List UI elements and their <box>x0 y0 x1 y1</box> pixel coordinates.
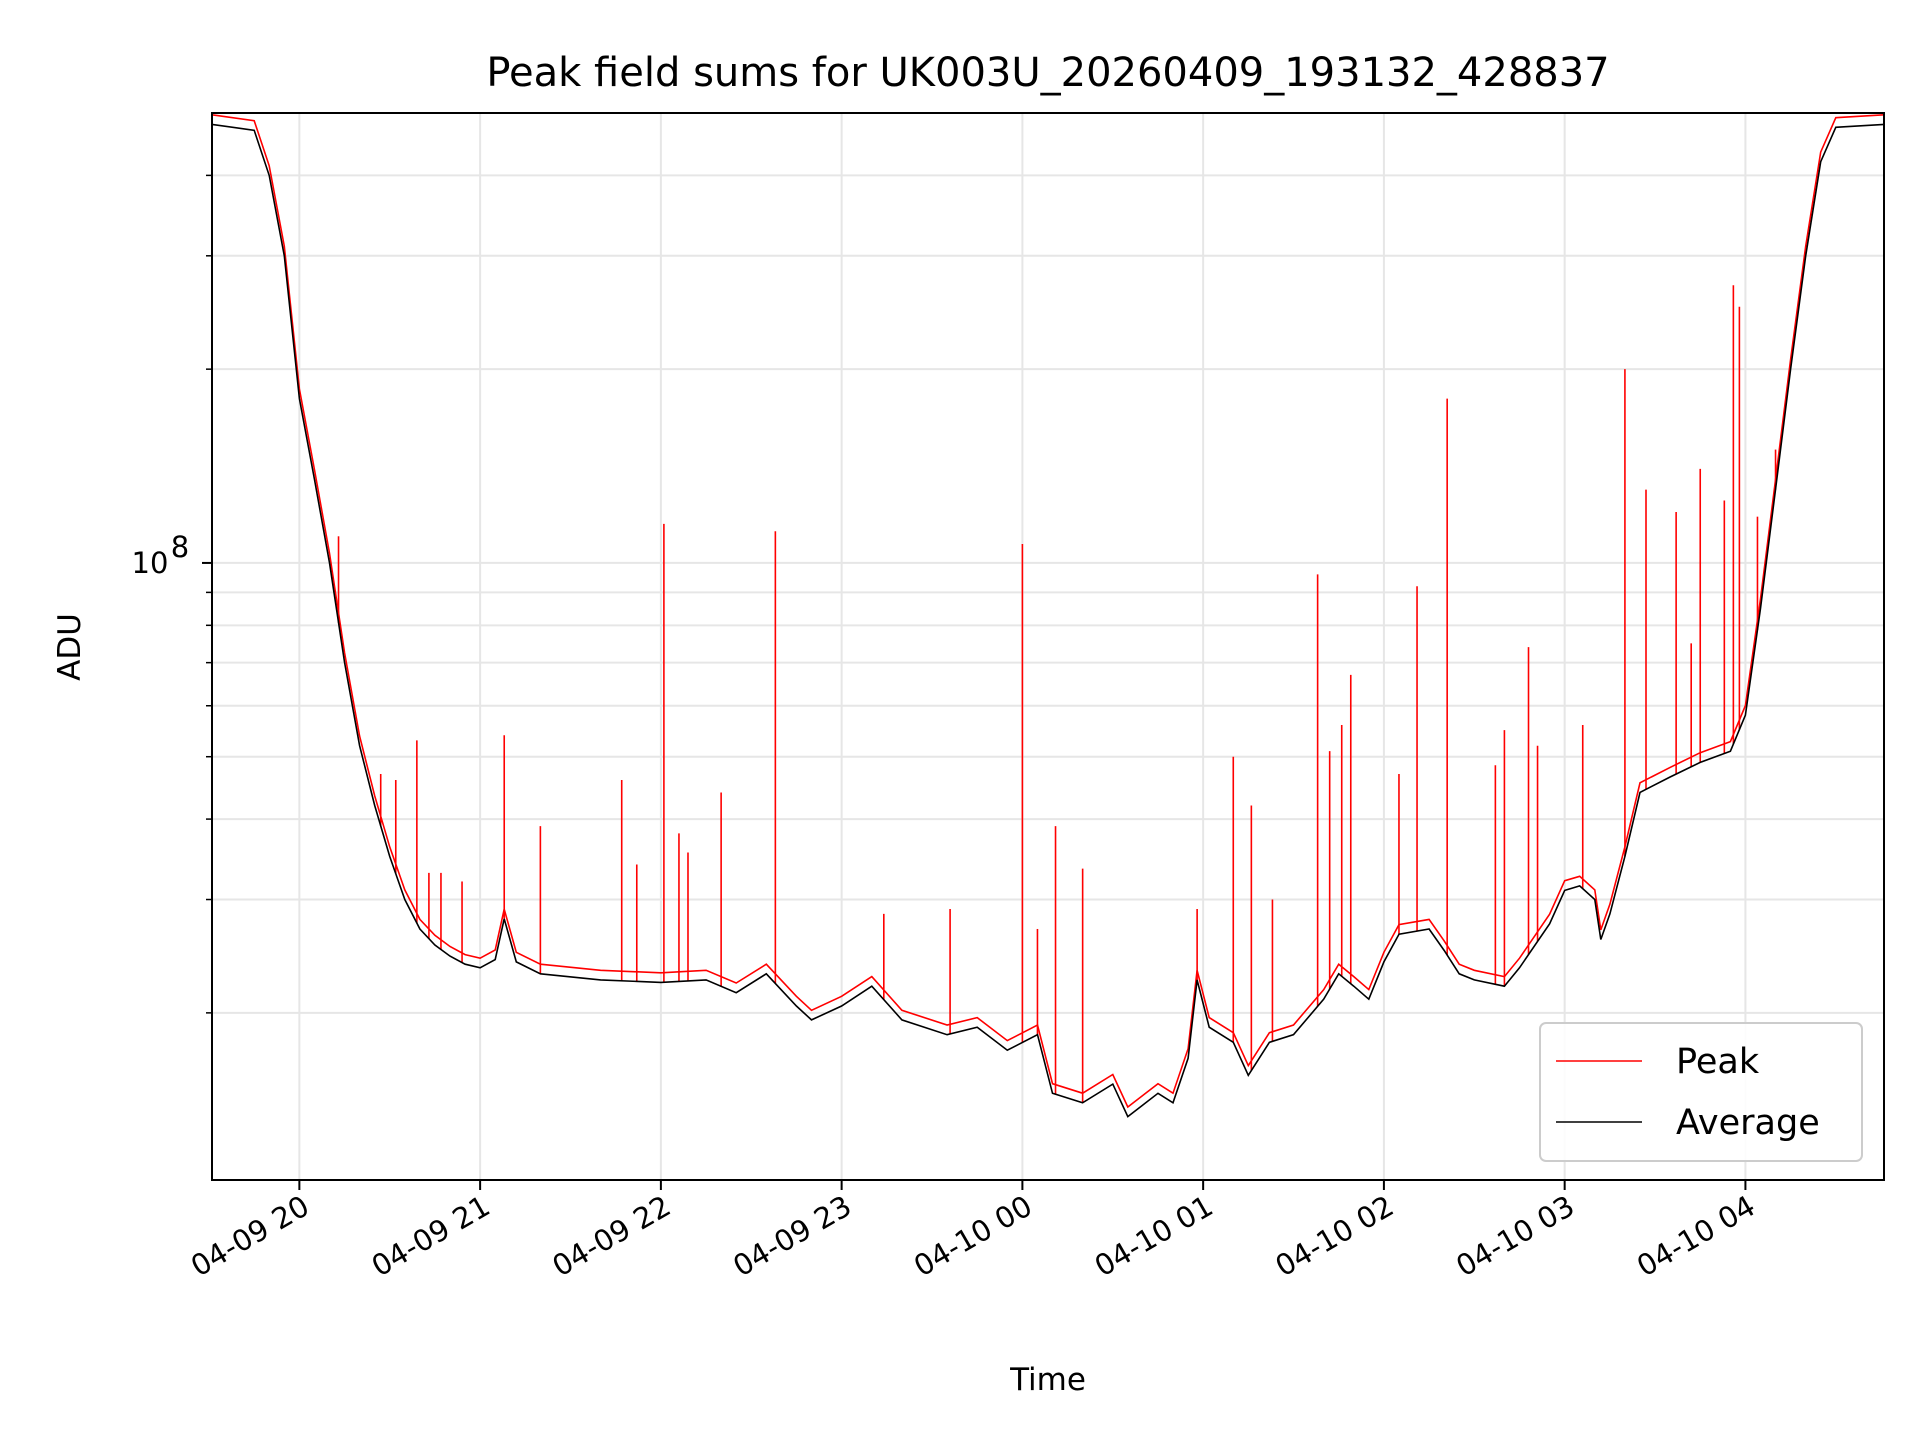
y-axis-ticks: 10 8 <box>132 174 212 1014</box>
average-series-line <box>212 123 1884 1118</box>
y-tick-label-exponent: 8 <box>171 530 189 564</box>
legend-average-label: Average <box>1676 1103 1820 1143</box>
legend-peak-label: Peak <box>1676 1042 1760 1082</box>
legend-box <box>1539 1022 1863 1162</box>
x-axis-label: Time <box>1009 1362 1086 1398</box>
plot-frame <box>211 112 1885 1181</box>
legend: Peak Average <box>1539 1022 1863 1162</box>
chart-title: Peak field sums for UK003U_20260409_1931… <box>486 50 1609 96</box>
y-axis-label: ADU <box>52 613 88 681</box>
y-tick-label: 10 <box>132 546 169 580</box>
grid <box>212 113 1884 1180</box>
series-layer <box>212 114 1884 1118</box>
peak-series-line <box>212 114 1884 1109</box>
